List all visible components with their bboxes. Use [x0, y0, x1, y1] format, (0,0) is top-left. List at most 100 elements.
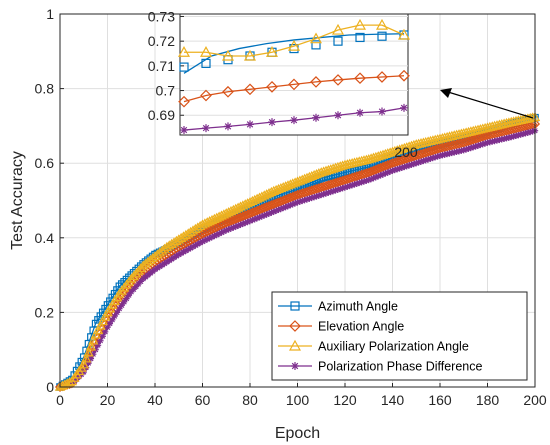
data-point-marker: [156, 263, 163, 270]
data-point-marker: [287, 39, 301, 51]
data-point-marker: [194, 240, 201, 248]
data-point-marker: [233, 213, 244, 224]
x-tick-label: 0: [56, 392, 64, 408]
data-point-marker: [382, 170, 389, 177]
data-point-marker: [348, 182, 356, 189]
data-point-marker: [434, 153, 441, 160]
data-point-marker: [180, 248, 187, 256]
x-tick-label: 180: [476, 392, 500, 408]
x-tick-label: 100: [286, 392, 310, 408]
data-point-marker: [211, 222, 222, 233]
data-point-marker: [177, 250, 185, 257]
data-point-marker: [234, 222, 242, 229]
data-point-marker: [242, 219, 249, 227]
data-point-marker: [522, 130, 529, 137]
data-point-marker: [97, 315, 108, 326]
data-point-marker: [275, 206, 282, 214]
data-point-marker: [128, 288, 135, 296]
data-point-marker: [387, 158, 398, 169]
data-point-marker: [475, 132, 486, 143]
legend-item: Auxiliary Polarization Angle: [278, 340, 469, 354]
data-point-marker: [425, 146, 436, 157]
data-point-marker: [240, 199, 251, 209]
data-point-marker: [161, 260, 168, 267]
data-point-marker: [363, 177, 370, 184]
inset-y-tick-label: 0.7: [156, 83, 176, 99]
data-point-marker: [201, 237, 209, 244]
data-point-marker: [204, 236, 211, 243]
data-point-marker: [406, 152, 417, 163]
inset-y-tick-label: 0.69: [148, 107, 175, 123]
data-point-marker: [99, 311, 111, 321]
inset-series-line: [183, 75, 405, 103]
data-point-marker: [289, 320, 301, 332]
data-point-marker: [398, 69, 410, 82]
data-point-marker: [254, 204, 265, 215]
data-point-marker: [208, 233, 216, 241]
data-point-marker: [413, 149, 424, 161]
main-series: [54, 111, 541, 393]
data-point-marker: [363, 167, 374, 178]
data-point-marker: [168, 237, 180, 247]
data-point-marker: [265, 210, 273, 217]
data-point-marker: [394, 155, 405, 167]
data-point-marker: [318, 181, 329, 192]
data-point-marker: [308, 194, 315, 202]
data-point-marker: [320, 190, 327, 198]
data-point-marker: [292, 189, 303, 200]
data-point-marker: [427, 145, 438, 156]
data-point-marker: [232, 202, 244, 212]
data-point-marker: [432, 154, 439, 161]
data-point-marker: [80, 368, 87, 376]
data-point-marker: [246, 217, 254, 225]
data-point-marker: [349, 171, 360, 183]
data-point-marker: [465, 145, 472, 152]
data-point-marker: [83, 347, 94, 357]
data-point-marker: [284, 202, 292, 210]
data-point-marker: [225, 205, 237, 216]
data-point-marker: [529, 128, 536, 135]
data-point-marker: [106, 320, 114, 327]
data-point-marker: [179, 62, 189, 72]
series-polarization-phase-difference: [56, 127, 539, 391]
data-point-marker: [378, 107, 386, 116]
data-point-marker: [164, 240, 175, 250]
data-point-marker: [239, 220, 247, 228]
data-point-marker: [182, 247, 190, 254]
data-point-marker: [192, 242, 199, 249]
data-point-marker: [116, 305, 123, 312]
data-point-marker: [175, 232, 187, 242]
data-point-marker: [251, 215, 258, 223]
data-point-marker: [133, 265, 144, 275]
data-point-marker: [344, 183, 351, 190]
data-point-marker: [200, 89, 212, 102]
data-point-marker: [408, 161, 415, 168]
data-point-marker: [392, 156, 403, 167]
data-point-marker: [268, 118, 276, 127]
data-point-marker: [474, 142, 482, 149]
data-point-marker: [185, 246, 192, 253]
data-point-marker: [268, 209, 275, 216]
data-point-marker: [88, 335, 99, 345]
legend: Azimuth Angle Elevation Angle Auxiliary Po…: [271, 291, 528, 381]
legend-item: Polarization Phase Difference: [278, 360, 482, 374]
data-point-marker: [296, 198, 304, 205]
data-point-marker: [204, 225, 215, 236]
data-point-marker: [413, 160, 420, 167]
data-point-marker: [265, 46, 279, 57]
data-point-marker: [315, 192, 323, 199]
data-point-marker: [311, 183, 322, 194]
data-point-marker: [404, 152, 415, 164]
data-point-marker: [408, 151, 419, 162]
y-axis-label: Test Accuracy: [9, 151, 26, 250]
data-point-marker: [320, 180, 332, 192]
data-point-marker: [424, 156, 432, 163]
legend-item: Azimuth Angle: [278, 300, 398, 314]
data-point-marker: [126, 273, 137, 283]
data-point-marker: [325, 189, 332, 196]
data-point-marker: [468, 134, 479, 145]
data-point-marker: [415, 149, 427, 160]
data-point-marker: [415, 159, 422, 166]
data-point-marker: [385, 159, 396, 170]
data-point-marker: [306, 195, 313, 202]
